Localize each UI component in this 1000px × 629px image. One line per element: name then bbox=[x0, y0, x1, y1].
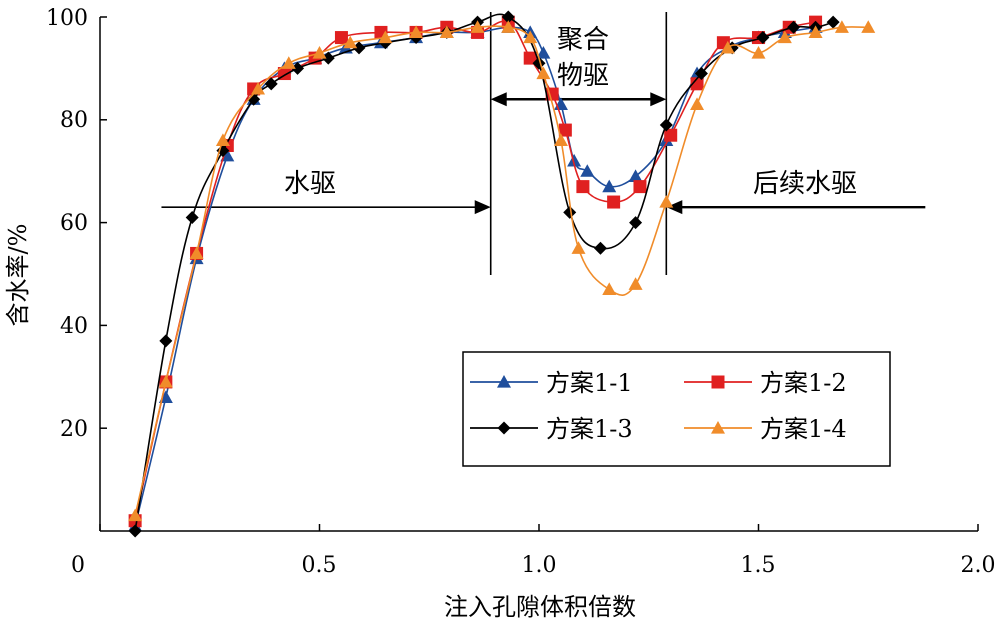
series-4-point-10 bbox=[439, 25, 454, 39]
series-3-point-16 bbox=[593, 241, 607, 255]
series-2-point-15 bbox=[558, 123, 572, 137]
polymer-arrow-head-left bbox=[490, 92, 507, 107]
legend: 方案1-1 方案1-2 方案1-3 方案1-4 bbox=[462, 351, 891, 467]
series-4-point-2 bbox=[189, 246, 204, 260]
series-3-point-6 bbox=[291, 61, 305, 75]
series-4-point-8 bbox=[378, 30, 393, 44]
series-1-point-18 bbox=[602, 179, 617, 193]
series-4 bbox=[128, 20, 876, 522]
series-4-point-1 bbox=[158, 374, 173, 388]
annotation-subsequent-water-flood: 后续水驱 bbox=[753, 169, 857, 199]
series-3-point-13 bbox=[501, 10, 515, 24]
x-tick-label-2.0: 2.0 bbox=[961, 553, 996, 578]
series-2-point-16 bbox=[576, 180, 590, 194]
y-tick-label-20: 20 bbox=[60, 417, 88, 442]
legend-box bbox=[462, 351, 891, 467]
x-tick-label-1.0: 1.0 bbox=[522, 553, 557, 578]
series-4-point-5 bbox=[281, 56, 296, 69]
series-3-point-14 bbox=[532, 56, 546, 70]
series-3-point-21 bbox=[756, 31, 770, 45]
series-3-point-2 bbox=[185, 210, 199, 224]
series-4-point-22 bbox=[751, 45, 766, 59]
legend-label-1-1: 方案1-1 bbox=[546, 369, 633, 397]
series-1-point-19 bbox=[628, 169, 643, 182]
legend-marker-2 bbox=[711, 375, 725, 389]
series-3-point-22 bbox=[787, 20, 801, 34]
series-2-point-18 bbox=[633, 180, 647, 194]
series-3-point-4 bbox=[247, 92, 261, 106]
annotation-polymer-line1: 聚合 bbox=[557, 25, 609, 55]
series-4-point-4 bbox=[251, 81, 266, 95]
series-2-point-17 bbox=[607, 195, 621, 209]
series-4-point-24 bbox=[808, 25, 823, 39]
annotation-water-flood: 水驱 bbox=[284, 169, 336, 199]
series-4-point-14 bbox=[536, 66, 551, 80]
legend-label-1-4: 方案1-4 bbox=[760, 415, 847, 443]
series-3-point-7 bbox=[321, 51, 335, 65]
axes bbox=[99, 16, 979, 532]
series-4-point-12 bbox=[501, 20, 516, 33]
series-4-point-6 bbox=[312, 45, 327, 59]
series-3-point-19 bbox=[694, 67, 708, 81]
plot-area bbox=[128, 10, 876, 538]
series-2-point-13 bbox=[523, 51, 537, 65]
y-tick-label-60: 60 bbox=[60, 211, 88, 236]
x-tick-label-0.5: 0.5 bbox=[302, 553, 337, 578]
series-4-point-20 bbox=[690, 97, 705, 110]
series-1-point-16 bbox=[567, 153, 582, 167]
series-4-point-13 bbox=[523, 30, 538, 44]
series-4-point-15 bbox=[553, 133, 568, 146]
series-4-point-17 bbox=[602, 282, 617, 296]
y-ticks bbox=[100, 16, 107, 429]
series-4-point-16 bbox=[571, 241, 586, 254]
x-ticks bbox=[99, 524, 979, 531]
series-2-point-19 bbox=[664, 128, 678, 142]
series-4-point-26 bbox=[861, 20, 876, 33]
x-tick-label-0: 0 bbox=[71, 553, 85, 578]
series-2-point-20 bbox=[690, 77, 704, 91]
legend-marker-3 bbox=[497, 421, 511, 435]
x-tick-label-1.5: 1.5 bbox=[741, 553, 776, 578]
series-3-point-18 bbox=[659, 118, 673, 132]
series-3-point-1 bbox=[159, 334, 173, 348]
y-tick-label-80: 80 bbox=[60, 108, 88, 133]
series-1-point-14 bbox=[536, 45, 551, 59]
y-axis-title: 含水率/% bbox=[4, 224, 32, 327]
legend-marker-1 bbox=[497, 375, 511, 388]
x-axis-title: 注入孔隙体积倍数 bbox=[444, 593, 636, 621]
legend-items bbox=[470, 375, 752, 435]
series-4-point-7 bbox=[343, 35, 358, 49]
series-2-point-7 bbox=[334, 31, 348, 45]
legend-label-1-2: 方案1-2 bbox=[760, 369, 847, 397]
series-3-point-17 bbox=[629, 216, 643, 230]
polymer-arrow-head-right bbox=[650, 92, 667, 107]
series-4-point-19 bbox=[659, 195, 674, 208]
series-4-point-18 bbox=[628, 277, 643, 290]
series-4-point-11 bbox=[470, 20, 485, 33]
series-4-point-21 bbox=[720, 40, 735, 54]
water-flood-arrow-head bbox=[474, 200, 491, 215]
series-3-point-24 bbox=[826, 15, 840, 29]
series-4-point-9 bbox=[409, 25, 424, 39]
series-4-point-23 bbox=[777, 30, 792, 44]
annotation-polymer-line2: 物驱 bbox=[557, 61, 609, 91]
y-tick-label-40: 40 bbox=[60, 314, 88, 339]
series-group bbox=[128, 10, 876, 538]
y-tick-label-100: 100 bbox=[46, 6, 88, 31]
legend-label-1-3: 方案1-3 bbox=[546, 415, 633, 443]
series-4-point-3 bbox=[215, 133, 230, 146]
series-4-point-0 bbox=[128, 508, 143, 522]
subsequent-arrow-head bbox=[666, 200, 683, 215]
series-3-point-3 bbox=[216, 144, 230, 158]
series-4-point-25 bbox=[834, 20, 849, 33]
series-3-point-8 bbox=[352, 41, 366, 55]
legend-marker-4 bbox=[711, 421, 725, 434]
series-3-point-15 bbox=[563, 205, 577, 219]
series-3-point-5 bbox=[264, 77, 278, 91]
series-1-point-17 bbox=[580, 164, 595, 177]
annotation-lines bbox=[161, 12, 926, 275]
